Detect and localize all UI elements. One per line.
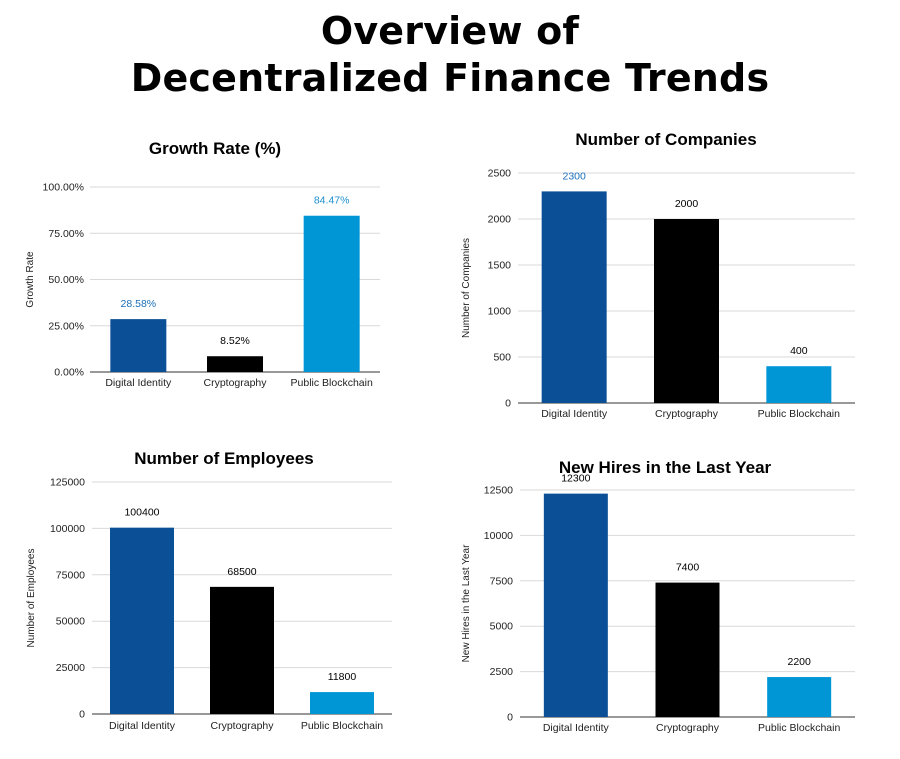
hires-y-tick-label: 2500 [490,666,514,678]
growth-category-label: Digital Identity [105,377,172,389]
growth-bar [110,319,167,372]
growth-y-axis-label: Growth Rate [25,251,36,308]
companies-data-label: 2000 [675,198,699,210]
employees-data-label: 100400 [124,507,159,519]
companies-y-axis-label: Number of Companies [461,238,472,338]
employees-y-tick-label: 0 [79,709,85,721]
hires-data-label: 7400 [676,562,700,574]
employees-category-label: Digital Identity [109,720,176,732]
employees-data-label: 11800 [328,671,357,683]
companies-y-tick-label: 0 [505,398,511,410]
employees-y-tick-label: 100000 [50,523,85,535]
hires-data-label: 12300 [561,473,590,485]
growth-data-label: 28.58% [121,298,157,310]
employees-data-label: 68500 [227,566,256,578]
employees-y-tick-label: 25000 [56,662,85,674]
hires-bar [767,677,832,717]
growth-data-label: 84.47% [314,195,350,207]
employees-category-label: Cryptography [210,720,274,732]
hires-y-tick-label: 12500 [484,485,513,497]
employees-y-tick-label: 75000 [56,569,85,581]
hires-y-tick-label: 10000 [484,530,513,542]
page-title-line-1: Overview of [320,9,580,53]
hires-category-label: Cryptography [656,722,720,734]
employees-y-tick-label: 50000 [56,616,85,628]
companies-bar [654,219,719,403]
growth-category-label: Cryptography [203,377,267,389]
companies-y-tick-label: 2500 [488,168,512,180]
employees-chart-title: Number of Employees [134,449,314,468]
companies-bar [766,366,832,403]
companies-data-label: 2300 [562,170,586,182]
growth-y-tick-label: 50.00% [48,274,84,286]
hires-category-label: Digital Identity [543,722,610,734]
employees-bar [210,586,274,714]
companies-category-label: Cryptography [655,408,719,420]
hires-y-tick-label: 0 [507,712,513,724]
companies-bar [541,191,607,403]
growth-bar [207,356,263,372]
companies-chart-title: Number of Companies [575,130,756,149]
employees-category-label: Public Blockchain [301,720,383,732]
page-title-line-2: Decentralized Finance Trends [130,56,770,100]
growth-y-tick-label: 25.00% [48,320,84,332]
growth-bar [303,215,360,372]
companies-category-label: Digital Identity [541,408,608,420]
hires-y-tick-label: 7500 [490,575,514,587]
employees-bar [310,692,374,714]
hires-bar [655,582,720,717]
hires-bar [543,493,608,717]
employees-y-tick-label: 125000 [50,477,85,489]
page-title: Overview of Decentralized Finance Trends [0,8,900,102]
growth-y-tick-label: 75.00% [48,228,84,240]
companies-data-label: 400 [790,345,808,357]
companies-category-label: Public Blockchain [758,408,840,420]
growth-data-label: 8.52% [220,335,250,347]
companies-y-tick-label: 500 [493,352,511,364]
hires-category-label: Public Blockchain [758,722,840,734]
employees-y-axis-label: Number of Employees [26,549,37,648]
growth-y-tick-label: 100.00% [43,182,84,194]
growth-chart-title: Growth Rate (%) [149,139,281,158]
hires-y-tick-label: 5000 [490,621,514,633]
growth-category-label: Public Blockchain [291,377,373,389]
hires-data-label: 2200 [787,656,811,668]
employees-bar [110,527,174,714]
companies-y-tick-label: 1000 [488,306,512,318]
companies-y-tick-label: 2000 [488,214,512,226]
hires-y-axis-label: New Hires in the Last Year [461,544,472,663]
hires-chart-title: New Hires in the Last Year [559,458,772,477]
companies-y-tick-label: 1500 [488,260,512,272]
growth-y-tick-label: 0.00% [54,367,84,379]
